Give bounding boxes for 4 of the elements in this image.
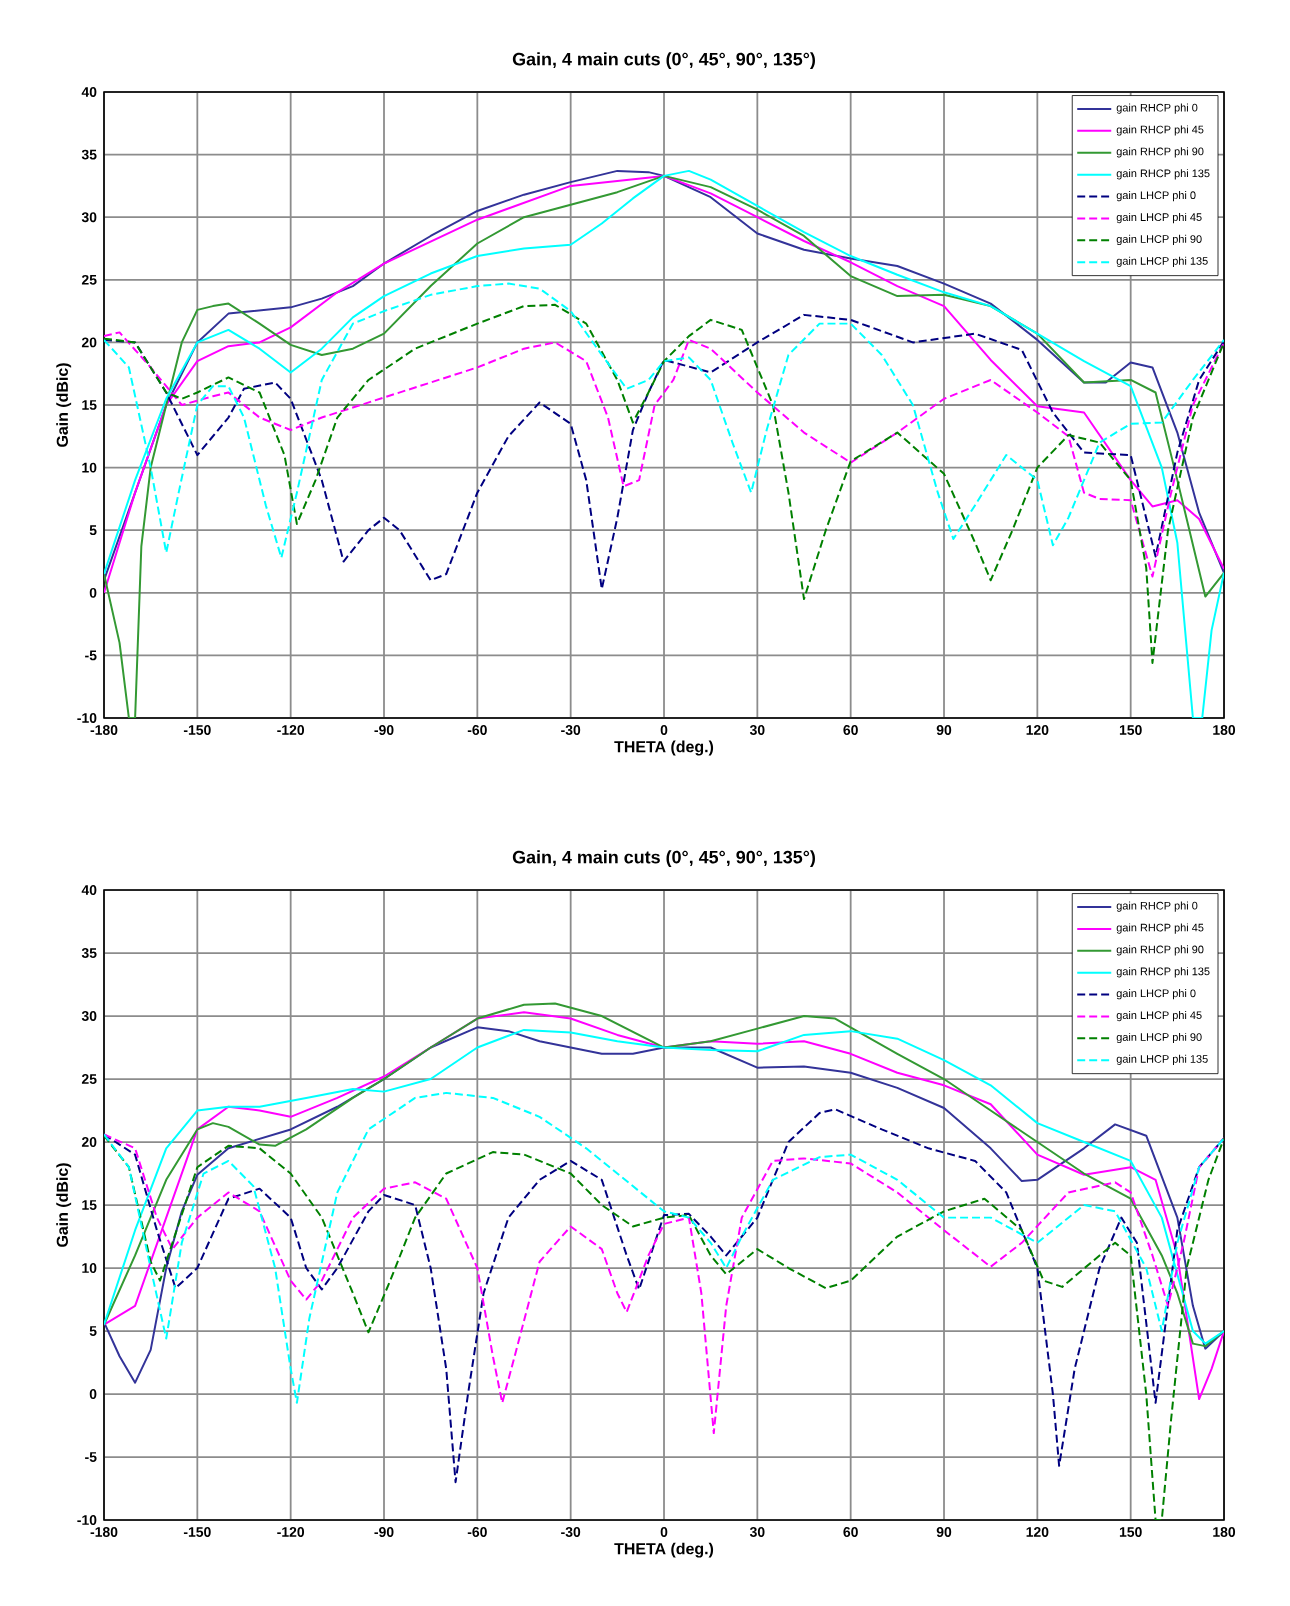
line-series	[104, 303, 1225, 664]
chart-title: Gain, 4 main cuts (0°, 45°, 90°, 135°)	[512, 850, 815, 868]
line-series	[104, 1134, 1225, 1521]
chart-title: Gain, 4 main cuts (0°, 45°, 90°, 135°)	[512, 52, 815, 70]
